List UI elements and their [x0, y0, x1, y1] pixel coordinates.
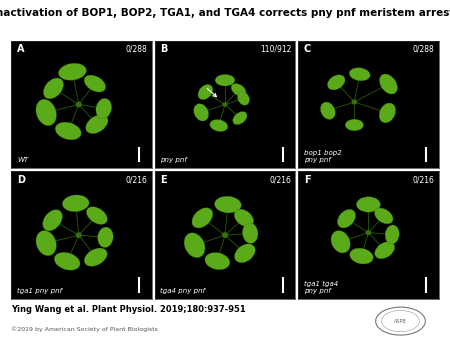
- Text: E: E: [160, 175, 167, 185]
- Ellipse shape: [375, 242, 395, 259]
- Text: Inactivation of BOP1, BOP2, TGA1, and TGA4 corrects pny pnf meristem arrest.: Inactivation of BOP1, BOP2, TGA1, and TG…: [0, 8, 450, 19]
- Ellipse shape: [84, 75, 106, 92]
- Ellipse shape: [320, 102, 335, 119]
- Text: pny pnf: pny pnf: [160, 158, 187, 163]
- Text: tga1 pny pnf: tga1 pny pnf: [17, 288, 62, 294]
- Ellipse shape: [205, 252, 230, 270]
- Ellipse shape: [385, 225, 399, 244]
- Ellipse shape: [338, 209, 356, 228]
- Ellipse shape: [184, 233, 205, 258]
- Text: 0/216: 0/216: [126, 175, 148, 184]
- Text: 0/288: 0/288: [413, 44, 435, 53]
- Ellipse shape: [36, 99, 56, 126]
- Ellipse shape: [43, 78, 63, 99]
- Text: C: C: [304, 44, 311, 54]
- Ellipse shape: [55, 122, 81, 140]
- Ellipse shape: [86, 115, 108, 134]
- Ellipse shape: [210, 120, 228, 131]
- Ellipse shape: [86, 207, 107, 224]
- Text: ASPB: ASPB: [394, 319, 407, 323]
- Circle shape: [365, 230, 371, 235]
- Ellipse shape: [234, 244, 255, 263]
- Ellipse shape: [234, 209, 253, 227]
- Ellipse shape: [198, 84, 213, 100]
- Ellipse shape: [36, 231, 56, 256]
- Text: 0/216: 0/216: [269, 175, 291, 184]
- Ellipse shape: [328, 75, 345, 90]
- Text: A: A: [17, 44, 24, 54]
- Ellipse shape: [192, 208, 213, 228]
- Ellipse shape: [243, 223, 258, 243]
- Ellipse shape: [84, 248, 107, 266]
- Circle shape: [351, 99, 357, 104]
- Ellipse shape: [43, 210, 63, 231]
- Text: D: D: [17, 175, 25, 185]
- Ellipse shape: [379, 103, 396, 123]
- Ellipse shape: [54, 252, 80, 270]
- Circle shape: [76, 102, 82, 107]
- Text: 0/288: 0/288: [126, 44, 148, 53]
- Text: WT: WT: [17, 158, 28, 163]
- Ellipse shape: [215, 196, 241, 213]
- Text: Ying Wang et al. Plant Physiol. 2019;180:937-951: Ying Wang et al. Plant Physiol. 2019;180…: [11, 305, 246, 314]
- Circle shape: [222, 102, 228, 107]
- Ellipse shape: [58, 63, 86, 80]
- Ellipse shape: [63, 195, 89, 212]
- Text: 110/912: 110/912: [260, 44, 291, 53]
- Ellipse shape: [350, 248, 373, 264]
- Ellipse shape: [345, 119, 364, 131]
- Text: F: F: [304, 175, 310, 185]
- Ellipse shape: [231, 83, 246, 96]
- Ellipse shape: [356, 197, 380, 212]
- Ellipse shape: [379, 74, 397, 94]
- Ellipse shape: [233, 112, 247, 125]
- Text: B: B: [160, 44, 168, 54]
- Ellipse shape: [98, 227, 113, 247]
- Text: tga4 pny pnf: tga4 pny pnf: [160, 288, 205, 294]
- Circle shape: [222, 232, 228, 238]
- Ellipse shape: [96, 98, 112, 119]
- Ellipse shape: [374, 208, 393, 224]
- Text: ©2019 by American Society of Plant Biologists: ©2019 by American Society of Plant Biolo…: [11, 326, 158, 332]
- Text: tga1 tga4
pny pnf: tga1 tga4 pny pnf: [304, 281, 338, 294]
- Circle shape: [76, 232, 82, 238]
- Text: 0/216: 0/216: [413, 175, 435, 184]
- Ellipse shape: [194, 104, 209, 121]
- Text: bop1 bop2
pny pnf: bop1 bop2 pny pnf: [304, 150, 342, 163]
- Ellipse shape: [349, 68, 370, 81]
- Ellipse shape: [238, 92, 249, 105]
- Ellipse shape: [215, 74, 235, 86]
- Ellipse shape: [331, 231, 350, 253]
